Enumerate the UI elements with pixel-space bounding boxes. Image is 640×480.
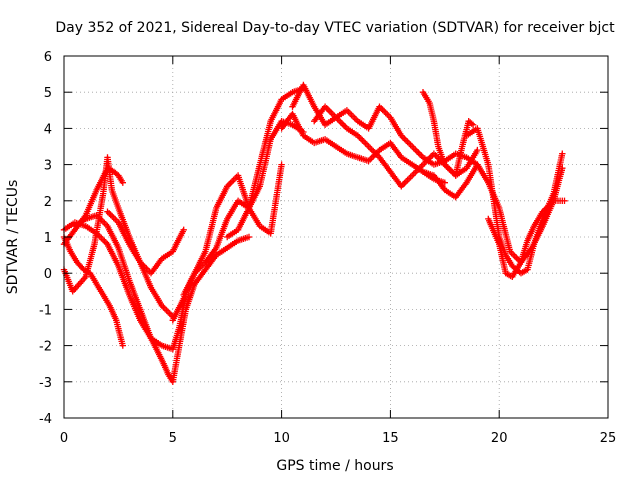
data-series-12 xyxy=(311,103,481,168)
y-tick-label: -4 xyxy=(39,412,52,427)
x-tick-label: 10 xyxy=(273,431,290,446)
data-series-5 xyxy=(71,212,253,385)
data-series-9 xyxy=(224,85,307,241)
data-points xyxy=(60,81,568,385)
data-series-11 xyxy=(289,81,481,190)
x-tick-label: 20 xyxy=(491,431,508,446)
y-tick-label: 5 xyxy=(44,86,52,101)
y-tick-label: -3 xyxy=(39,376,52,391)
y-tick-label: 4 xyxy=(44,122,52,137)
x-tick-label: 5 xyxy=(169,431,177,446)
y-tick-label: 3 xyxy=(44,159,52,174)
y-axis-label: SDTVAR / TECUs xyxy=(5,180,21,295)
y-tick-label: 2 xyxy=(44,195,52,210)
data-series-8 xyxy=(180,118,307,299)
data-series-6 xyxy=(104,208,187,277)
y-tick-label: 6 xyxy=(44,50,52,65)
data-series-16 xyxy=(485,197,568,280)
y-tick-label: 1 xyxy=(44,231,52,246)
data-series-13 xyxy=(419,89,477,179)
x-axis-label: GPS time / hours xyxy=(276,458,393,474)
data-series-15 xyxy=(463,125,566,277)
x-tick-label: 0 xyxy=(60,431,68,446)
x-tick-label: 25 xyxy=(600,431,617,446)
y-tick-label: -1 xyxy=(39,303,52,318)
x-tick-label: 15 xyxy=(382,431,399,446)
y-tick-label: -2 xyxy=(39,340,52,355)
chart-title: Day 352 of 2021, Sidereal Day-to-day VTE… xyxy=(55,20,615,36)
y-tick-label: 0 xyxy=(44,267,52,282)
axis-ticks: -4 -3 -2 -1 0 1 2 3 4 5 6 0 5 10 15 20 25 xyxy=(39,50,616,446)
